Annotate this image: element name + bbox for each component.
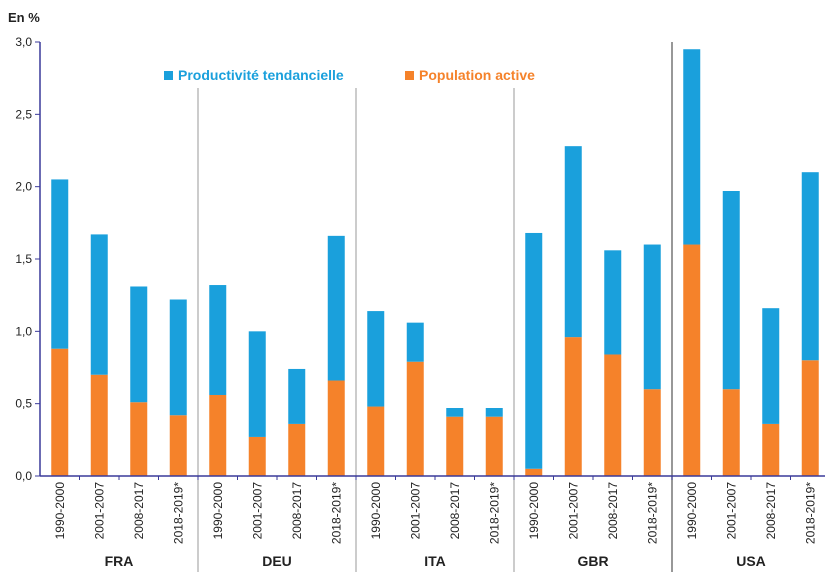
legend-label: Population active xyxy=(419,67,535,83)
bar-population-active xyxy=(564,337,582,476)
legend-label: Productivité tendancielle xyxy=(178,67,344,83)
bar-productivite-tendancielle xyxy=(288,368,306,424)
bar-productivite-tendancielle xyxy=(209,285,227,395)
x-tick-label: 2018-2019* xyxy=(487,482,501,544)
bar-productivite-tendancielle xyxy=(367,311,385,407)
x-tick-label: 1990-2000 xyxy=(211,482,225,540)
bar-productivite-tendancielle xyxy=(248,331,266,437)
x-tick-label: 2001-2007 xyxy=(92,482,106,540)
bar-productivite-tendancielle xyxy=(51,179,69,349)
bar-productivite-tendancielle xyxy=(485,408,503,417)
x-tick-label: 2001-2007 xyxy=(724,482,738,540)
x-tick-label: 2001-2007 xyxy=(408,482,422,540)
x-tick-label: 2018-2019* xyxy=(171,482,185,544)
y-tick-label: 3,0 xyxy=(15,35,32,49)
bar-productivite-tendancielle xyxy=(604,250,622,355)
bar-productivite-tendancielle xyxy=(130,286,148,403)
group-label: FRA xyxy=(105,553,134,569)
bar-population-active xyxy=(801,360,819,476)
x-tick-label: 2018-2019* xyxy=(329,482,343,544)
x-tick-label: 2018-2019* xyxy=(645,482,659,544)
bar-productivite-tendancielle xyxy=(683,49,701,245)
bar-productivite-tendancielle xyxy=(643,244,661,390)
x-tick-label: 1990-2000 xyxy=(527,482,541,540)
bar-population-active xyxy=(327,380,345,476)
y-tick-label: 0,5 xyxy=(15,397,32,411)
bar-population-active xyxy=(446,416,464,476)
x-tick-label: 2001-2007 xyxy=(566,482,580,540)
bar-productivite-tendancielle xyxy=(564,146,582,338)
bar-population-active xyxy=(406,361,424,476)
x-tick-label: 2008-2017 xyxy=(290,482,304,540)
bar-population-active xyxy=(485,416,503,476)
bar-productivite-tendancielle xyxy=(90,234,108,375)
bars xyxy=(51,49,819,476)
x-tick-label: 1990-2000 xyxy=(685,482,699,540)
bar-population-active xyxy=(643,389,661,476)
y-axis: 0,0 0,5 1,0 1,5 2,0 2,5 3,0 xyxy=(15,35,41,483)
x-axis: 1990-2000 2001-2007 2008-2017 2018-2019* FRA… xyxy=(40,475,825,569)
group-label: ITA xyxy=(424,553,446,569)
bar-population-active xyxy=(130,402,148,476)
bar-population-active xyxy=(762,423,780,476)
group-label: DEU xyxy=(262,553,292,569)
unit-label: En % xyxy=(8,10,40,25)
x-tick-label: 2008-2017 xyxy=(132,482,146,540)
bar-productivite-tendancielle xyxy=(327,235,345,381)
bar-productivite-tendancielle xyxy=(762,308,780,424)
bar-population-active xyxy=(722,389,740,476)
x-tick-label: 2001-2007 xyxy=(250,482,264,540)
group-separators xyxy=(197,42,673,572)
bar-population-active xyxy=(169,415,187,476)
y-tick-label: 0,0 xyxy=(15,469,32,483)
bar-population-active xyxy=(90,374,108,476)
y-tick-label: 1,5 xyxy=(15,252,32,266)
bar-productivite-tendancielle xyxy=(801,172,819,361)
legend: Productivité tendancielle Population acti… xyxy=(164,67,535,83)
group-label: USA xyxy=(736,553,766,569)
x-tick-label: 2018-2019* xyxy=(803,482,817,544)
bar-population-active xyxy=(248,436,266,476)
bar-population-active xyxy=(604,354,622,476)
legend-swatch xyxy=(164,71,173,80)
bar-population-active xyxy=(525,468,543,476)
y-tick-label: 1,0 xyxy=(15,324,32,338)
bar-population-active xyxy=(288,423,306,476)
bar-productivite-tendancielle xyxy=(525,232,543,469)
bar-population-active xyxy=(209,394,227,476)
bar-population-active xyxy=(683,244,701,476)
x-tick-label: 2008-2017 xyxy=(764,482,778,540)
x-tick-label: 2008-2017 xyxy=(606,482,620,540)
x-tick-label: 2008-2017 xyxy=(448,482,462,540)
legend-swatch xyxy=(405,71,414,80)
bar-population-active xyxy=(51,348,69,476)
x-tick-label: 1990-2000 xyxy=(53,482,67,540)
bar-productivite-tendancielle xyxy=(406,322,424,362)
bar-productivite-tendancielle xyxy=(722,191,740,390)
bar-productivite-tendancielle xyxy=(169,299,187,416)
group-label: GBR xyxy=(577,553,608,569)
y-tick-label: 2,5 xyxy=(15,107,32,121)
x-tick-label: 1990-2000 xyxy=(369,482,383,540)
bar-productivite-tendancielle xyxy=(446,408,464,417)
y-tick-label: 2,0 xyxy=(15,180,32,194)
bar-population-active xyxy=(367,406,385,476)
